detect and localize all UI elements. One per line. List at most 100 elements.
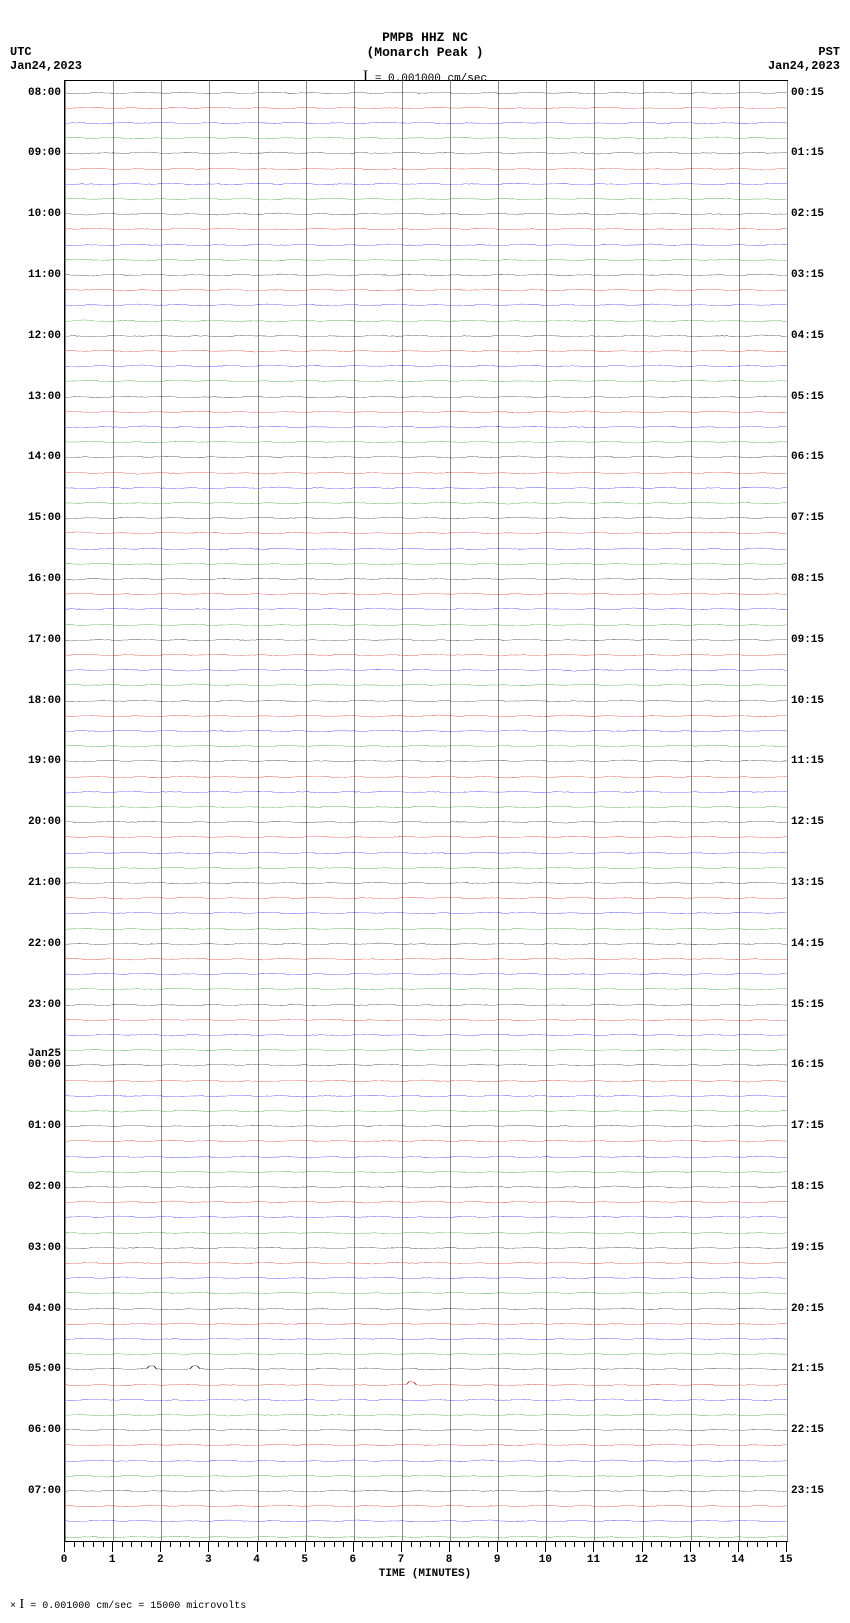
trace-row: 09:0001:15 bbox=[65, 146, 787, 161]
pst-time-label: 20:15 bbox=[787, 1303, 824, 1315]
utc-time-label: 18:00 bbox=[28, 695, 65, 707]
title: PMPB HHZ NC (Monarch Peak ) bbox=[366, 30, 483, 60]
trace-waveform bbox=[65, 1198, 787, 1206]
trace-row: 12:0004:15 bbox=[65, 328, 787, 343]
x-tick-label: 4 bbox=[253, 1554, 260, 1566]
trace-waveform bbox=[65, 1457, 787, 1465]
utc-time-label: 21:00 bbox=[28, 877, 65, 889]
utc-time-label: 04:00 bbox=[28, 1303, 65, 1315]
trace-waveform bbox=[65, 1289, 787, 1297]
pst-time-label: 01:15 bbox=[787, 147, 824, 159]
utc-time-label: 19:00 bbox=[28, 755, 65, 767]
x-tick-minor bbox=[131, 1542, 132, 1547]
trace-waveform bbox=[65, 1517, 787, 1525]
trace-waveform bbox=[65, 727, 787, 735]
utc-time-label: 09:00 bbox=[28, 147, 65, 159]
trace-row bbox=[65, 921, 787, 936]
trace-row bbox=[65, 283, 787, 298]
x-tick-minor bbox=[478, 1542, 479, 1547]
utc-time-label: 23:00 bbox=[28, 999, 65, 1011]
trace-waveform bbox=[65, 453, 787, 461]
trace-row bbox=[65, 1149, 787, 1164]
grid-line-vertical bbox=[787, 81, 788, 1541]
trace-row bbox=[65, 252, 787, 267]
utc-label: UTC Jan24,2023 bbox=[10, 45, 82, 73]
trace-waveform bbox=[65, 271, 787, 279]
x-tick-minor bbox=[488, 1542, 489, 1547]
trace-row bbox=[65, 723, 787, 738]
x-tick-minor bbox=[651, 1542, 652, 1547]
x-tick-label: 2 bbox=[157, 1554, 164, 1566]
trace-row bbox=[65, 1164, 787, 1179]
x-tick-minor bbox=[151, 1542, 152, 1547]
x-tick-minor bbox=[180, 1542, 181, 1547]
trace-row bbox=[65, 115, 787, 130]
trace-row: 20:0012:15 bbox=[65, 815, 787, 830]
trace-row bbox=[65, 982, 787, 997]
x-tick-minor bbox=[295, 1542, 296, 1547]
x-tick-minor bbox=[247, 1542, 248, 1547]
utc-time-label: 10:00 bbox=[28, 208, 65, 220]
x-tick-major bbox=[112, 1542, 113, 1552]
x-tick-major bbox=[160, 1542, 161, 1552]
x-tick-major bbox=[449, 1542, 450, 1552]
x-tick-minor bbox=[324, 1542, 325, 1547]
trace-waveform bbox=[65, 1533, 787, 1541]
trace-waveform bbox=[65, 1274, 787, 1282]
utc-time-label: 08:00 bbox=[28, 87, 65, 99]
trace-row bbox=[65, 663, 787, 678]
x-tick-label: 8 bbox=[446, 1554, 453, 1566]
trace-waveform bbox=[65, 1350, 787, 1358]
trace-row bbox=[65, 799, 787, 814]
trace-waveform bbox=[65, 1441, 787, 1449]
trace-row bbox=[65, 359, 787, 374]
x-tick-minor bbox=[420, 1542, 421, 1547]
x-tick-minor bbox=[565, 1542, 566, 1547]
utc-time-label: 02:00 bbox=[28, 1181, 65, 1193]
x-tick-minor bbox=[709, 1542, 710, 1547]
trace-row bbox=[65, 541, 787, 556]
x-tick-major bbox=[690, 1542, 691, 1552]
trace-row: 10:0002:15 bbox=[65, 207, 787, 222]
utc-time-label: 11:00 bbox=[28, 269, 65, 281]
trace-row bbox=[65, 419, 787, 434]
station-location: (Monarch Peak ) bbox=[366, 45, 483, 60]
trace-waveform bbox=[65, 1001, 787, 1009]
trace-row: 13:0005:15 bbox=[65, 389, 787, 404]
trace-waveform bbox=[65, 1487, 787, 1495]
utc-time-label: 05:00 bbox=[28, 1363, 65, 1375]
trace-row bbox=[65, 465, 787, 480]
trace-row bbox=[65, 678, 787, 693]
x-tick-minor bbox=[776, 1542, 777, 1547]
trace-waveform bbox=[65, 1122, 787, 1130]
trace-waveform bbox=[65, 545, 787, 553]
x-tick-label: 14 bbox=[731, 1554, 744, 1566]
trace-waveform bbox=[65, 970, 787, 978]
utc-date: Jan24,2023 bbox=[10, 59, 82, 73]
trace-waveform bbox=[65, 575, 787, 583]
trace-row bbox=[65, 845, 787, 860]
x-tick-minor bbox=[622, 1542, 623, 1547]
trace-row bbox=[65, 1225, 787, 1240]
trace-waveform bbox=[65, 909, 787, 917]
utc-time-label: 13:00 bbox=[28, 391, 65, 403]
x-tick-label: 3 bbox=[205, 1554, 212, 1566]
trace-row: 08:0000:15 bbox=[65, 85, 787, 100]
trace-waveform bbox=[65, 864, 787, 872]
trace-row bbox=[65, 1331, 787, 1346]
trace-row: 16:0008:15 bbox=[65, 571, 787, 586]
utc-time-label: 16:00 bbox=[28, 573, 65, 585]
trace-row: 18:0010:15 bbox=[65, 693, 787, 708]
trace-waveform bbox=[65, 225, 787, 233]
x-tick-minor bbox=[103, 1542, 104, 1547]
trace-waveform bbox=[65, 697, 787, 705]
trace-row bbox=[65, 1453, 787, 1468]
trace-waveform bbox=[65, 666, 787, 674]
pst-date: Jan24,2023 bbox=[768, 59, 840, 73]
x-tick-minor bbox=[314, 1542, 315, 1547]
x-tick-minor bbox=[189, 1542, 190, 1547]
trace-row bbox=[65, 1027, 787, 1042]
trace-row bbox=[65, 495, 787, 510]
trace-row: 17:0009:15 bbox=[65, 632, 787, 647]
x-tick-minor bbox=[661, 1542, 662, 1547]
